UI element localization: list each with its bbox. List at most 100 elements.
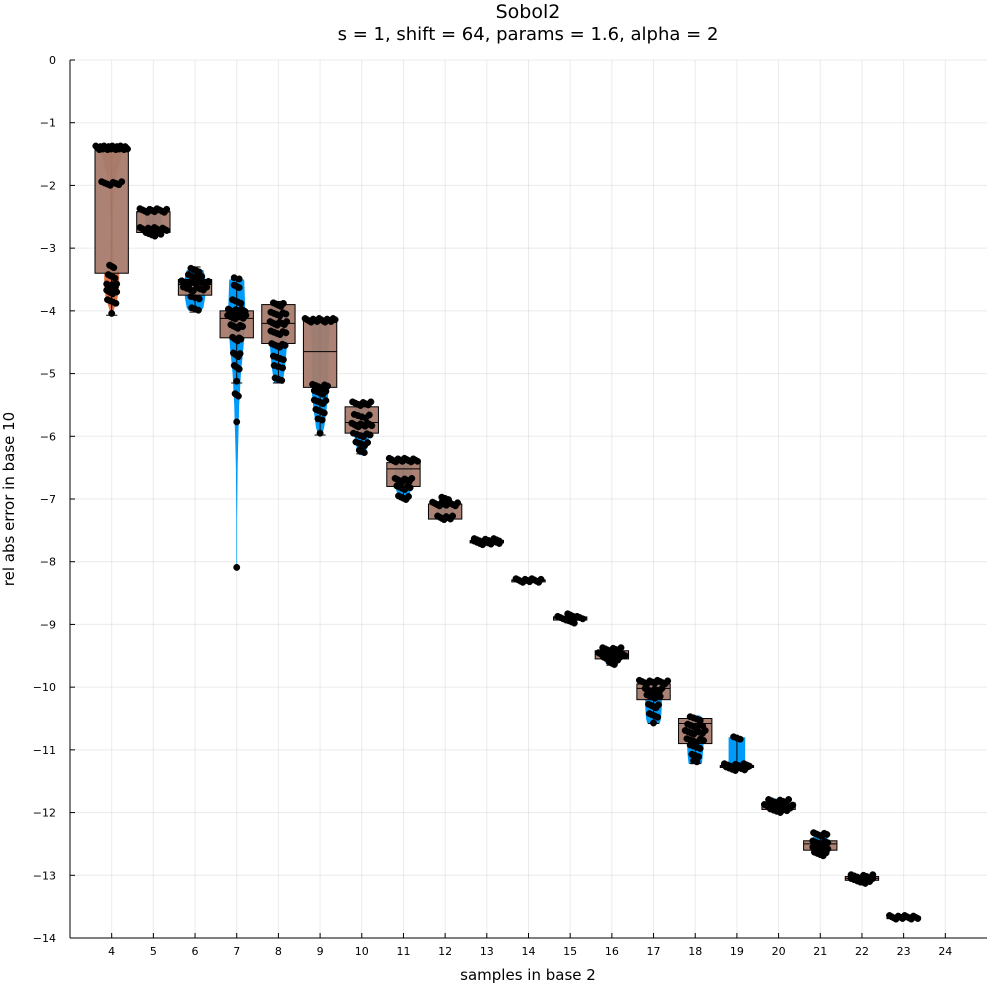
y-tick-label: −1 [40,117,56,130]
data-point [454,499,462,507]
x-tick-label: 8 [275,945,282,958]
data-point [279,299,287,307]
data-point [118,178,126,186]
data-point [700,737,708,744]
data-point [655,701,662,709]
data-point [570,619,578,627]
y-tick-label: −4 [40,305,56,318]
data-point [278,376,286,384]
data-point [365,411,373,419]
data-point [283,318,291,326]
x-tick-label: 16 [605,945,619,958]
data-point [111,274,119,282]
x-tick-label: 5 [150,945,157,958]
y-tick-label: −7 [40,493,56,506]
x-tick-label: 7 [233,945,240,958]
x-tick-label: 9 [317,945,324,958]
y-tick-label: −11 [33,744,56,757]
data-point [869,875,877,882]
data-point [204,277,212,285]
y-tick-label: −6 [40,430,56,443]
data-point [414,457,422,465]
x-tick-label: 24 [938,945,952,958]
x-tick-label: 6 [192,945,199,958]
data-point [405,493,412,500]
data-point [194,306,202,314]
data-point [331,316,339,324]
data-point [108,309,116,317]
data-point [616,653,624,661]
data-point [861,879,869,887]
data-point [195,295,203,303]
y-tick-label: −10 [33,681,56,694]
x-tick-label: 19 [730,945,744,958]
data-point [785,796,793,803]
y-tick-label: 0 [49,54,56,67]
x-ticks: 4 5 6 7 8 9 10 11 12 13 14 15 16 17 18 19 20 21 22 23 24 [108,933,952,958]
x-tick-label: 15 [563,945,577,958]
data-point [366,431,374,439]
x-tick-label: 14 [522,945,536,958]
y-tick-label: −2 [40,179,56,192]
data-point [783,807,791,815]
data-point [693,758,701,766]
data-point [112,299,120,307]
data-point [736,735,744,743]
data-point [110,264,118,272]
data-point [320,409,328,417]
data-point [242,311,250,319]
y-tick-label: −9 [40,618,56,631]
box [302,319,338,388]
y-tick-label: −3 [40,242,56,255]
data-point [234,392,242,400]
data-point [233,563,241,571]
data-point [406,484,414,492]
data-point [364,439,372,447]
x-tick-label: 18 [688,945,702,958]
x-tick-label: 22 [855,945,869,958]
data-point [163,205,171,213]
y-tick-label: −14 [33,932,56,945]
data-point [368,422,376,430]
data-point [235,275,243,283]
x-tick-label: 10 [355,945,369,958]
data-point [282,310,290,318]
data-point [163,227,171,234]
data-point [316,429,324,437]
grid [70,59,987,939]
data-point [696,745,704,752]
y-tick-label: −8 [40,556,56,569]
x-tick-label: 21 [813,945,827,958]
data-point [914,915,922,922]
data-point [495,540,503,547]
y-ticks: 0 −1 −2 −3 −4 −5 −6 −7 −8 −9 −10 −11 −12 −13 −14 [33,54,75,945]
x-tick-label: 4 [108,945,115,958]
data-point [281,341,289,349]
data-point [656,693,664,700]
data-point [113,288,121,296]
data-point [203,283,211,291]
data-point [789,801,797,809]
data-point [235,284,243,292]
data-point [408,474,416,482]
data-point [279,356,287,364]
x-tick-label: 17 [647,945,661,958]
data-point [157,230,165,238]
data-point [322,397,330,405]
data-point [239,323,247,330]
data-point [235,365,243,373]
data-point [823,831,831,838]
data-point [664,677,672,685]
data-point [610,661,618,668]
data-point [279,364,287,372]
data-point [449,512,457,520]
y-tick-label: −13 [33,869,56,882]
data-point [237,335,245,343]
data-point [322,387,330,395]
data-point [744,763,752,771]
y-tick-label: −12 [33,807,56,820]
data-point [822,849,830,857]
x-tick-label: 20 [772,945,786,958]
